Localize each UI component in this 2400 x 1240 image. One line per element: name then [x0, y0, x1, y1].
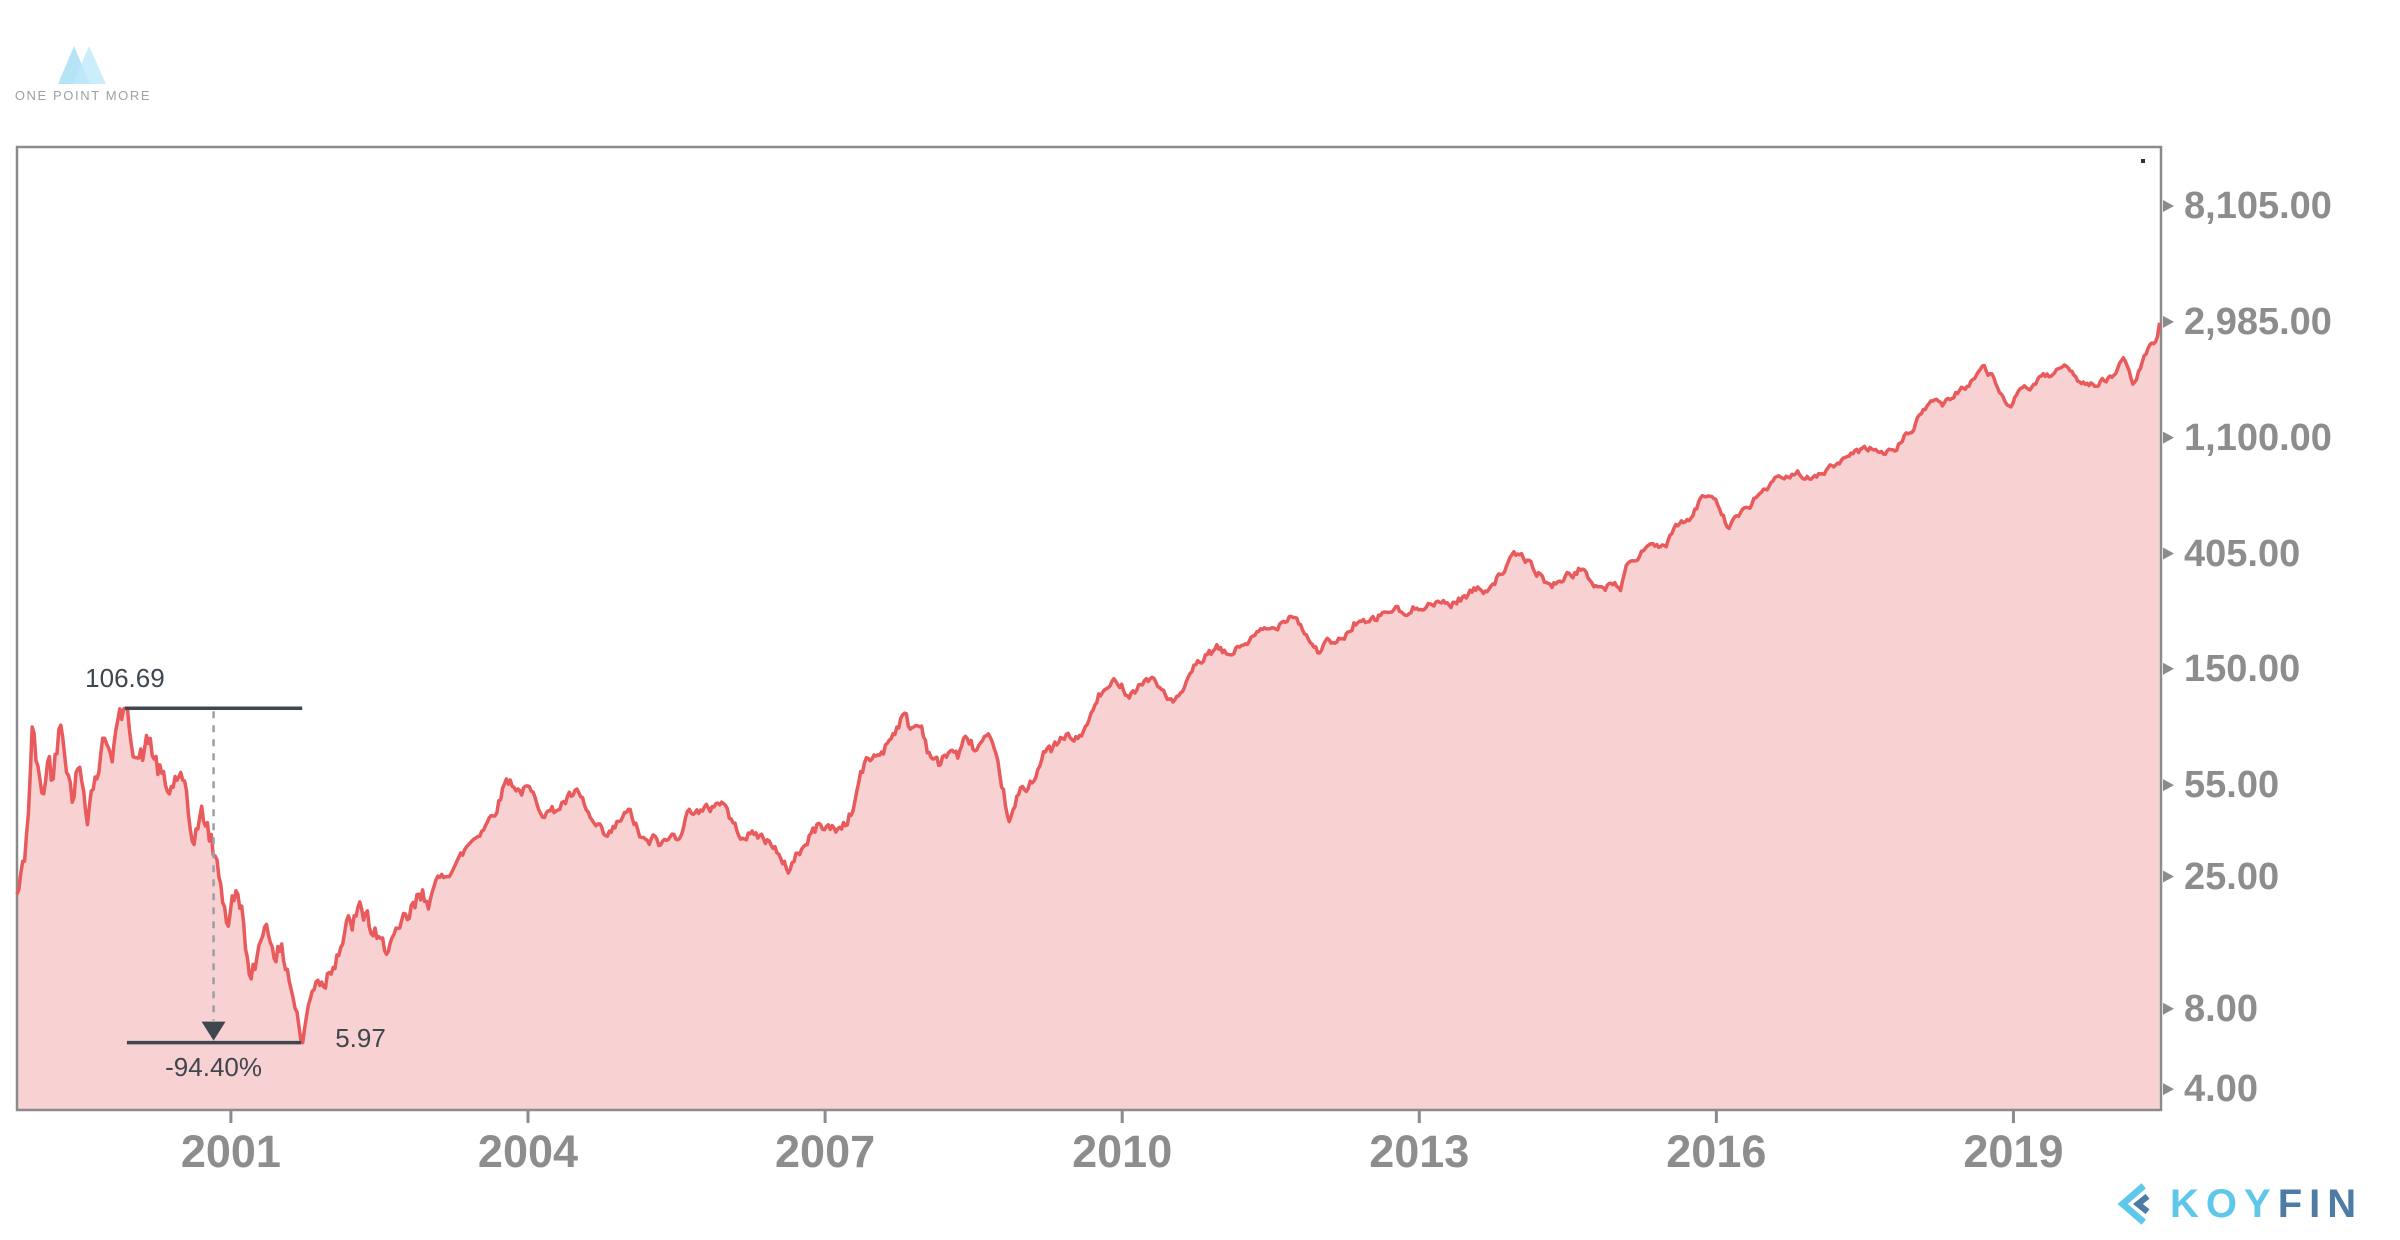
x-axis-ticks [229, 1111, 2015, 1123]
y-axis-label: 4.00 [2184, 1068, 2258, 1111]
mountain-m-icon [58, 46, 106, 84]
y-tick-arrow-icon [2163, 200, 2174, 213]
x-axis-label: 2007 [775, 1126, 876, 1177]
koyfin-watermark: KOYFIN [2114, 1178, 2363, 1230]
koyfin-logo-text: KOYFIN [2170, 1178, 2363, 1230]
y-axis-label: 2,985.00 [2184, 300, 2332, 343]
plot-border [15, 145, 2163, 1112]
x-axis-label: 2010 [1072, 1126, 1173, 1177]
y-axis-label: 150.00 [2184, 647, 2301, 690]
y-tick-arrow-icon [2163, 315, 2174, 328]
price-line [15, 322, 2162, 1045]
x-axis-label: 2016 [1666, 1126, 1767, 1177]
drawdown-annotation [124, 706, 303, 1045]
trough-value-label: 5.97 [335, 1022, 386, 1053]
peak-value-label: 106.69 [85, 663, 165, 694]
y-tick-arrow-icon [2163, 1002, 2174, 1015]
y-tick-arrow-icon [2163, 547, 2174, 560]
one-point-more-logo-text: One Point More [14, 88, 152, 103]
price-area-fill [17, 322, 2160, 1109]
y-axis-label: 25.00 [2184, 855, 2280, 898]
drawdown-percent-label: -94.40% [165, 1051, 262, 1082]
y-axis-label: 1,100.00 [2184, 416, 2332, 459]
y-tick-arrow-icon [2163, 870, 2174, 883]
x-axis-label: 2004 [477, 1126, 579, 1177]
corner-dot [2141, 159, 2145, 163]
y-tick-arrow-icon [2163, 662, 2174, 675]
y-tick-arrow-icon [2163, 431, 2174, 444]
y-axis-label: 8,105.00 [2184, 185, 2332, 227]
y-axis-label: 55.00 [2184, 764, 2280, 807]
y-tick-arrow-icon [2163, 1083, 2174, 1096]
koyfin-text-light: KOY [2170, 1182, 2278, 1226]
x-axis-label: 2001 [180, 1126, 281, 1177]
y-tick-arrow-icon [2163, 779, 2174, 792]
koyfin-logo-icon [2117, 1183, 2150, 1225]
y-axis-label: 405.00 [2184, 532, 2301, 575]
y-axis-label: 8.00 [2184, 987, 2258, 1030]
y-axis-ticks [2163, 200, 2174, 1096]
x-axis-label: 2019 [1963, 1126, 2064, 1177]
x-axis-label: 2013 [1369, 1126, 1470, 1177]
drawdown-arrow-icon [201, 1021, 226, 1041]
koyfin-text-dark: FIN [2277, 1182, 2364, 1226]
